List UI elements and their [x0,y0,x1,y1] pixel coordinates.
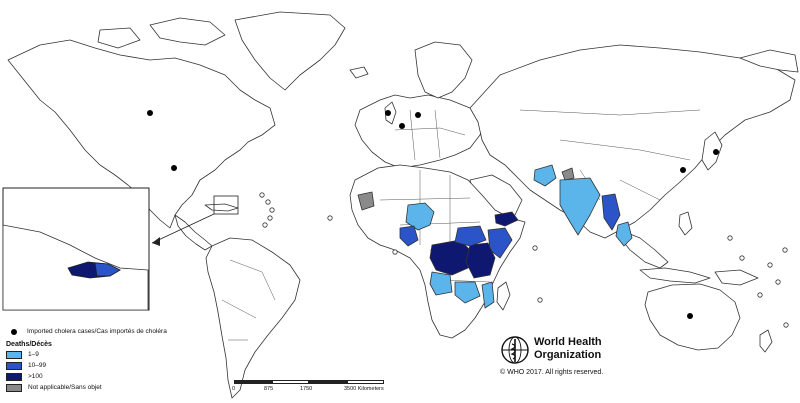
who-name-line2: Organization [534,348,602,361]
legend-swatch-2 [6,361,22,370]
land-new-guinea [714,269,759,286]
country-afghanistan [533,164,557,187]
country-pakistan-na [561,167,575,181]
legend-swatch-4 [6,383,22,392]
who-emblem-icon [501,336,529,364]
border-asia [519,109,701,201]
scale-bar: 0 875 1750 3500 Kilometers [232,380,404,398]
land-philippines [678,211,693,236]
imported-dot-usa [171,165,177,171]
legend-class-2: 10–99 [6,360,176,371]
land-scandinavia [414,41,473,99]
land-central-america [174,214,213,251]
country-nigeria [405,202,435,231]
legend-class-label: 10–99 [28,362,47,369]
legend-imported-label: Imported cholera cases/Cas importés de c… [27,328,167,335]
country-myanmar-bangladesh [601,193,621,231]
map-legend: Imported cholera cases/Cas importés de c… [6,326,176,393]
legend-swatch-1 [6,350,22,359]
country-kenya-tanzania [465,242,496,279]
inset-pointer-arrow [152,237,160,246]
legend-swatch-3 [6,372,22,381]
land-asia [469,44,796,239]
land-greenland [234,11,346,91]
country-yemen [494,211,519,227]
legend-class-label: 1–9 [28,351,39,358]
imported-dot-germany [415,112,421,118]
inset-pointer-line [151,213,215,244]
land-arctic-islands-2 [97,27,141,49]
scale-segment [309,380,347,384]
land-new-zealand [759,329,773,353]
imported-dot-canada [147,110,153,116]
scale-tick-2: 1750 [300,386,313,392]
copyright-text: © WHO 2017. All rights reserved. [500,369,604,376]
scale-segment [346,380,384,384]
imported-dot-japan [713,149,719,155]
land-indonesia [639,267,711,284]
small-islands [259,192,789,328]
legend-class-label: >100 [28,373,43,380]
legend-imported-row: Imported cholera cases/Cas importés de c… [6,326,176,337]
who-name: World Health Organization [534,336,602,361]
border-south-america [221,259,276,341]
who-branding: World Health Organization © WHO 2017. Al… [500,335,640,395]
who-name-line1: World Health [534,336,602,348]
scale-segment [234,380,272,384]
legend-class-1: 1–9 [6,349,176,360]
country-ethiopia-sudan [454,225,487,247]
inset-source-box [213,195,239,215]
country-western-sahara-na [357,191,375,211]
country-thailand [615,221,633,247]
country-zambia-malawi [454,281,481,304]
country-india [559,177,601,236]
imported-dot-australia [687,313,693,319]
legend-class-4: Not applicable/Sans objet [6,382,176,393]
legend-class-3: >100 [6,371,176,382]
land-iceland [349,66,369,79]
land-south-america [205,237,301,399]
inset-hispaniola-east [94,262,121,277]
land-europe [354,94,486,169]
scale-tick-1: 875 [264,386,274,392]
legend-deaths-title: Deaths/Décès [6,341,52,348]
imported-case-dot-icon [11,328,17,335]
imported-dot-korea [680,167,686,173]
land-north-america [7,39,276,229]
land-russia-far-east [739,49,799,73]
land-japan [701,131,723,171]
land-madagascar [496,281,511,311]
scale-tick-0: 0 [232,386,236,392]
imported-dot-uk [385,110,391,116]
legend-class-label: Not applicable/Sans objet [28,384,102,391]
country-mozambique [481,281,495,309]
scale-tick-3: 3500 Kilometers [344,386,384,392]
scale-segment [271,380,309,384]
border-europe [394,109,466,161]
country-cameroon [399,225,419,247]
land-arctic-islands [149,17,226,46]
country-angola [429,271,453,296]
scale-bar-graphic [234,380,384,384]
imported-dot-netherlands [399,123,405,129]
land-cuba [204,203,239,212]
